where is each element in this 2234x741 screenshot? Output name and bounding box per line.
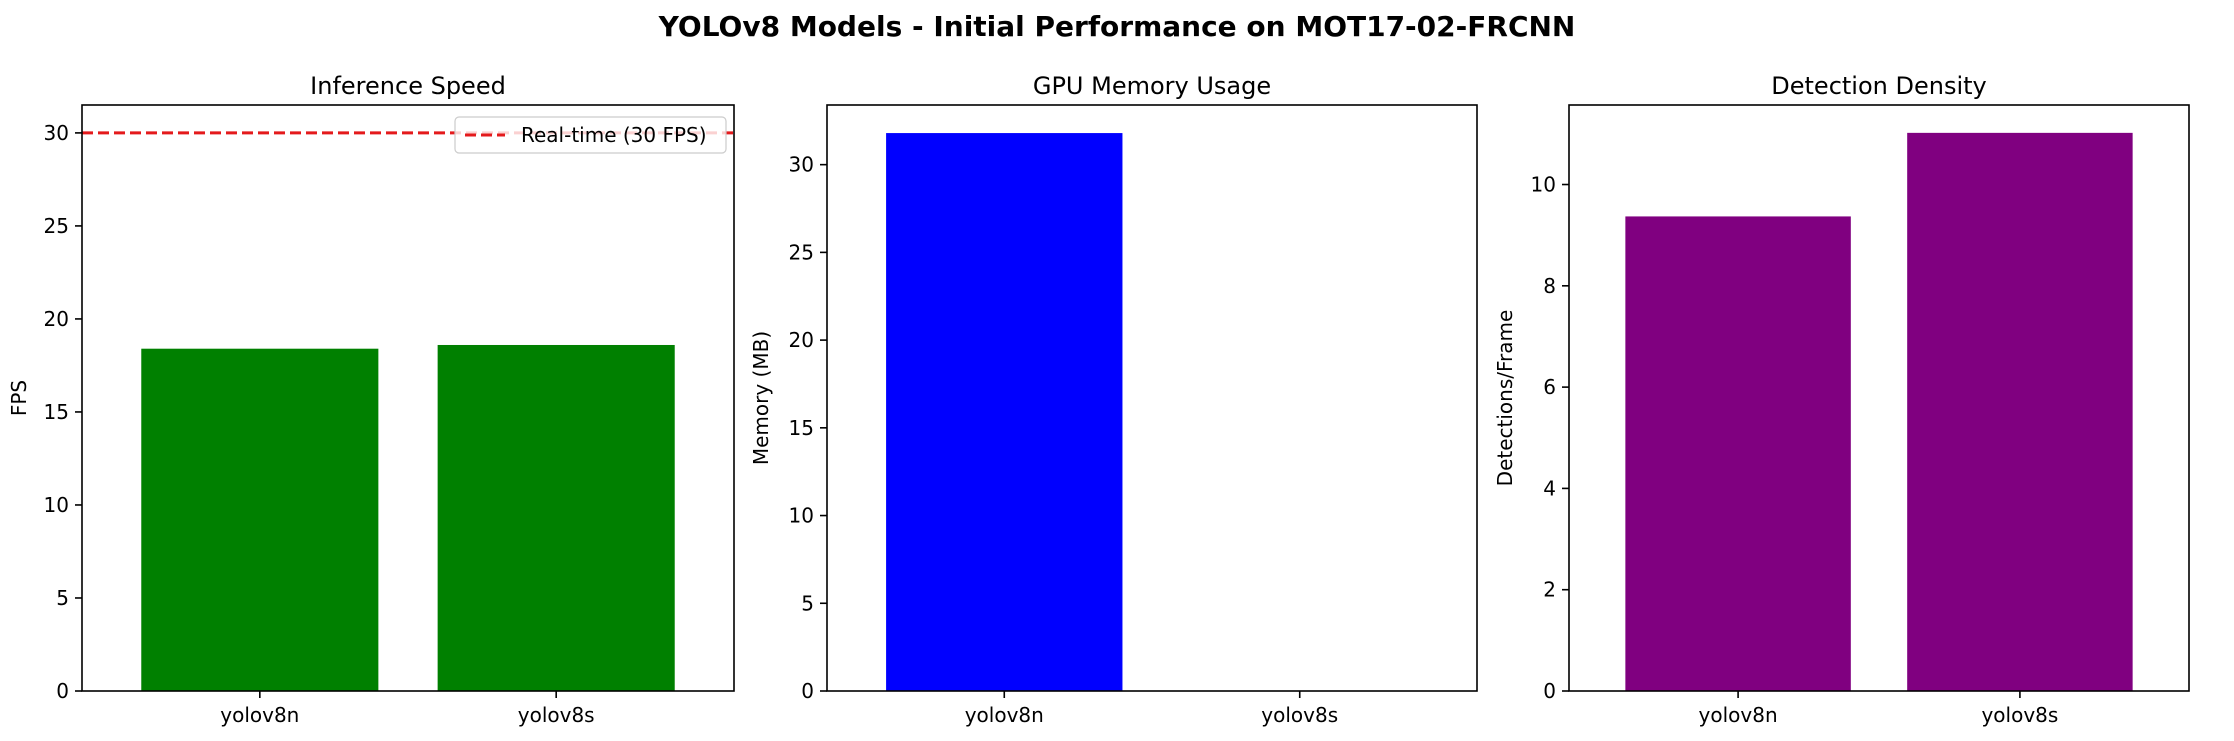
y-tick-label: 5 [56,586,69,610]
y-tick-label: 15 [789,416,814,440]
y-tick-label: 0 [56,679,69,703]
y-tick-label: 30 [789,153,814,177]
y-tick-label: 2 [1543,578,1556,602]
legend: Real-time (30 FPS) [454,116,727,154]
x-tick-label: yolov8n [1699,703,1778,727]
x-tick-label: yolov8s [1261,703,1338,727]
y-tick-label: 0 [1543,679,1556,703]
y-tick-label: 30 [44,121,69,145]
y-tick-label: 0 [801,679,814,703]
x-tick-label: yolov8n [220,703,299,727]
y-axis-label: FPS [7,380,31,416]
figure-title: YOLOv8 Models - Initial Performance on M… [658,10,1576,43]
bar-yolov8n [141,348,379,691]
legend-box [454,116,727,154]
y-tick-label: 10 [44,493,69,517]
axes-frame [1568,104,2190,692]
y-tick-label: 20 [44,307,69,331]
x-tick-label: yolov8s [518,703,595,727]
y-tick-label: 6 [1543,375,1556,399]
y-tick-label: 5 [801,591,814,615]
y-axis-label: Memory (MB) [749,331,773,465]
chart-panel-3: Detection Density 0 2 4 6 8 10 yolov8n yolov8s De… [1493,72,2190,727]
panel-title: Detection Density [1771,72,1986,100]
bar-yolov8s [437,344,675,691]
y-tick-label: 15 [44,400,69,424]
panel-title: Inference Speed [310,72,506,100]
y-tick-label: 8 [1543,274,1556,298]
y-tick-label: 10 [789,504,814,528]
y-tick-label: 4 [1543,476,1556,500]
y-tick-label: 25 [789,240,814,264]
axes-frame [81,104,735,692]
bar-yolov8s [1907,132,2133,692]
x-tick-label: yolov8n [965,703,1044,727]
chart-panel-1: Inference Speed Real-time (30 FPS) 0 5 10 15 2… [7,72,735,727]
panel-title: GPU Memory Usage [1033,72,1271,100]
axes-frame [826,104,1478,692]
y-tick-label: 10 [1531,173,1556,197]
y-tick-label: 25 [44,214,69,238]
bar-yolov8n [886,133,1123,692]
y-axis-label: Detections/Frame [1493,310,1517,487]
x-tick-label: yolov8s [1981,703,2058,727]
y-tick-label: 20 [789,328,814,352]
bar-yolov8n [1625,216,1851,692]
legend-label: Real-time (30 FPS) [521,123,707,147]
chart-panel-2: GPU Memory Usage 0 5 10 15 20 25 30 yolov8n yolov… [749,72,1478,727]
